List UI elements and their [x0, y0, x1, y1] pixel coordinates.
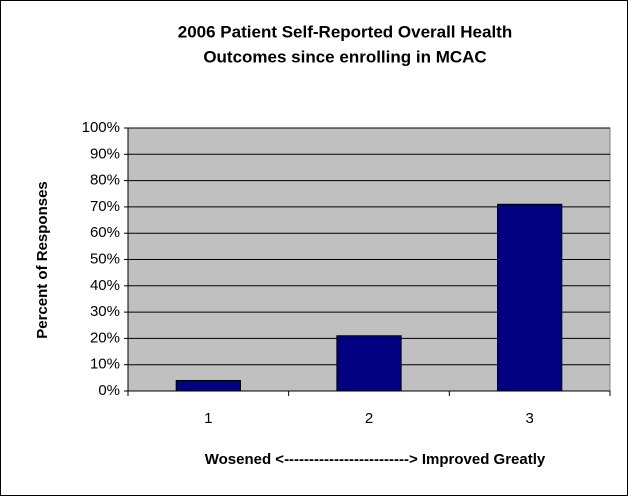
chart-title: Outcomes since enrolling in MCAC	[203, 47, 486, 66]
x-axis-label: Wosened <-------------------------> Impr…	[205, 451, 546, 468]
bar	[497, 203, 563, 392]
x-tick-label: 3	[525, 410, 533, 427]
y-tick-label: 80%	[90, 172, 120, 189]
y-tick-label: 40%	[90, 277, 120, 294]
y-tick-label: 30%	[90, 303, 120, 320]
bar	[175, 379, 241, 392]
bar	[336, 335, 402, 392]
y-tick-label: 0%	[98, 382, 120, 399]
y-tick-label: 50%	[90, 250, 120, 267]
x-tick-label: 1	[204, 410, 212, 427]
y-tick-label: 70%	[90, 198, 120, 215]
y-tick-label: 20%	[90, 329, 120, 346]
y-axis-label: Percent of Responses	[34, 181, 51, 339]
chart-title: 2006 Patient Self-Reported Overall Healt…	[178, 22, 512, 41]
y-tick-label: 10%	[90, 356, 120, 373]
y-tick-label: 60%	[90, 224, 120, 241]
x-tick-label: 2	[365, 410, 373, 427]
y-tick-label: 90%	[90, 145, 120, 162]
y-tick-label: 100%	[82, 119, 120, 136]
